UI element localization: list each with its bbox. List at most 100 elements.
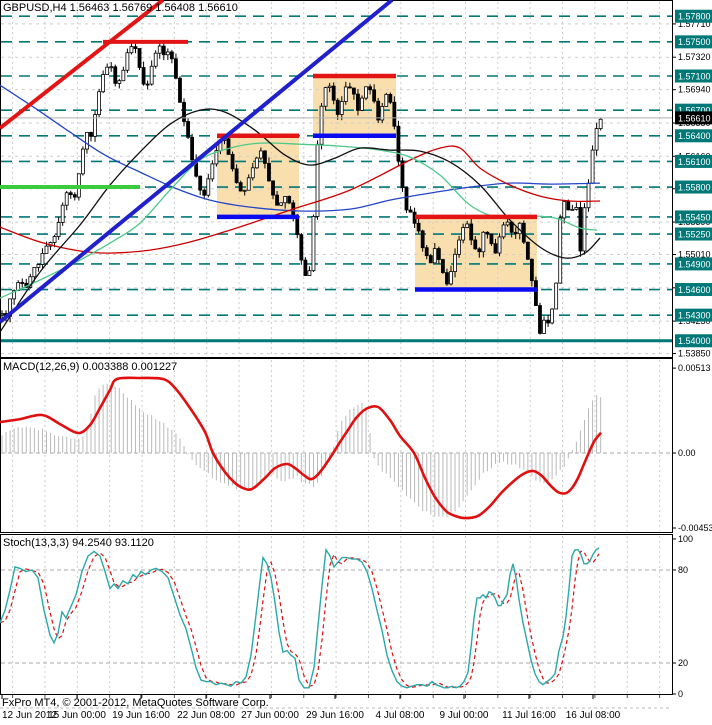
level-price-badge-text: 1.54300 [678, 311, 711, 321]
price-tick-label: 1.57320 [678, 52, 711, 62]
candle-body [489, 233, 494, 245]
candle-body [529, 258, 534, 282]
candle-body [432, 248, 437, 264]
macd-scale-label: 0.00513 [678, 363, 711, 373]
candle-body [271, 180, 275, 196]
candle-body [32, 267, 37, 278]
candle-body [416, 222, 421, 232]
candle-body [295, 217, 300, 236]
ma-black-line [0, 108, 601, 333]
time-label: 4 Jul 08:00 [376, 710, 425, 721]
candle-body [250, 167, 255, 179]
level-price-badge [675, 35, 712, 49]
candle-body [81, 148, 85, 175]
stoch-scale-label: 80 [678, 565, 688, 575]
macd-layers [0, 360, 672, 531]
candle-body [145, 83, 150, 86]
candle-body [52, 236, 57, 243]
time-label: 16 Jul 08:00 [566, 710, 621, 721]
candle-body [558, 217, 563, 284]
candle-body [352, 87, 356, 95]
candle-body [165, 51, 170, 56]
candle-body [542, 319, 546, 334]
trendline[interactable] [0, 0, 394, 324]
trendline[interactable] [0, 0, 165, 130]
candle-body [372, 89, 377, 102]
candle-body [12, 290, 17, 300]
level-price-badge-text: 1.55250 [678, 229, 711, 239]
candlesticks[interactable] [0, 41, 603, 335]
candle-body [566, 201, 571, 211]
candle-body [578, 207, 583, 252]
candle-body [263, 150, 267, 164]
price-tick-label: 1.56940 [678, 85, 711, 95]
candle-body [234, 168, 239, 184]
candle-body [121, 69, 126, 82]
candle-body [117, 80, 122, 84]
candle-body [20, 282, 25, 284]
candle-body [238, 182, 243, 192]
candle-body [376, 100, 381, 121]
macd-scale-label: 0.00 [678, 448, 696, 458]
candle-body [331, 85, 336, 101]
candle-body [93, 114, 97, 137]
candle-body [505, 221, 510, 226]
candle-body [190, 136, 195, 161]
candle-body [388, 94, 393, 103]
candle-body [161, 45, 166, 56]
candle-body [319, 105, 324, 145]
candle-body [242, 189, 247, 192]
candle-body [473, 239, 478, 250]
candle-body [534, 280, 538, 306]
time-label: 22 Jun 08:00 [177, 710, 235, 721]
candle-body [404, 187, 409, 211]
level-price-badge-text: 1.54900 [678, 259, 711, 269]
candle-body [230, 153, 235, 170]
stoch-scale-label: 0 [678, 689, 683, 699]
level-price-badge [675, 154, 712, 168]
candle-body [420, 230, 425, 249]
level-price-badge-text: 1.57800 [678, 12, 711, 22]
level-price-badge [675, 334, 712, 348]
price-tick-label: 1.55010 [678, 250, 711, 260]
candle-body [56, 222, 61, 237]
candle-body [283, 195, 288, 204]
price-axis[interactable]: 1.577101.573201.569401.565501.561601.557… [672, 9, 712, 699]
candle-body [60, 204, 65, 223]
macd-label: MACD(12,26,9) 0.003388 0.001227 [3, 361, 177, 373]
candle-body [594, 128, 599, 151]
candle-body [360, 97, 364, 111]
candle-body [105, 66, 110, 75]
ma-blue-line [0, 84, 601, 212]
candle-body [182, 101, 186, 122]
level-price-badge-text: 1.56400 [678, 131, 711, 141]
macd-signal-line [0, 376, 602, 520]
candle-body [113, 66, 118, 84]
candle-body [408, 209, 413, 213]
candle-body [424, 247, 429, 257]
candle-body [335, 99, 340, 115]
candle-body [287, 195, 292, 204]
candle-body [364, 86, 368, 99]
candle-body [485, 231, 490, 235]
candle-body [186, 121, 190, 138]
candle-body [303, 259, 308, 276]
candle-body [36, 264, 41, 268]
candle-body [550, 308, 555, 324]
candle-body [72, 194, 77, 198]
candle-body [44, 245, 49, 254]
candle-body [101, 74, 106, 93]
candle-body [380, 105, 385, 121]
candle-body [133, 46, 138, 49]
candle-body [441, 259, 445, 274]
time-label: 11 Jul 16:00 [502, 710, 556, 721]
candle-body [562, 201, 567, 219]
candle-body [307, 270, 312, 276]
level-price-badge-text: 1.57500 [678, 37, 711, 47]
candle-body [198, 175, 203, 191]
stoch-signal-line [0, 550, 600, 689]
level-price-badge-text: 1.54600 [678, 285, 711, 295]
candle-body [461, 227, 466, 241]
